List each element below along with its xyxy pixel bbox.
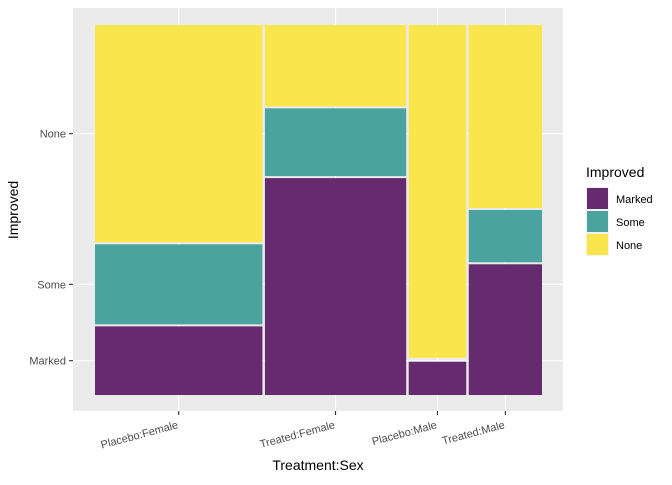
legend-key-some: [587, 211, 608, 232]
mosaic-tile-some: [468, 210, 542, 263]
mosaic-tile-none: [264, 25, 407, 107]
mosaic-tile-some: [264, 108, 407, 177]
mosaic-tile-marked: [264, 178, 407, 395]
legend-key-marked: [587, 188, 608, 209]
y-tick-label: Some: [37, 279, 66, 291]
legend-label: Some: [616, 217, 645, 229]
y-tick-label: None: [40, 129, 66, 141]
mosaic-tile-none: [408, 25, 467, 358]
mosaic-tile-marked: [408, 361, 467, 395]
legend-key-none: [587, 234, 608, 255]
mosaic-tile-marked: [95, 326, 263, 395]
legend-title: Improved: [586, 164, 644, 180]
y-tick-label: Marked: [29, 356, 66, 368]
mosaic-tile-marked: [468, 264, 542, 395]
legend-label: None: [616, 240, 642, 252]
mosaic-tile-none: [468, 25, 542, 208]
legend: Improved Marked Some None: [586, 164, 653, 256]
x-tick-label: Treated:Male: [441, 419, 506, 447]
x-axis-title: Treatment:Sex: [272, 457, 363, 473]
x-tick-label: Placebo:Female: [100, 419, 180, 451]
mosaic-tile-none: [95, 25, 263, 243]
legend-label: Marked: [616, 194, 653, 206]
x-tick-label: Treated:Female: [259, 419, 337, 451]
x-tick-label: Placebo:Male: [371, 419, 438, 448]
mosaic-tile-some: [95, 244, 263, 325]
y-axis-title: Improved: [5, 181, 21, 239]
